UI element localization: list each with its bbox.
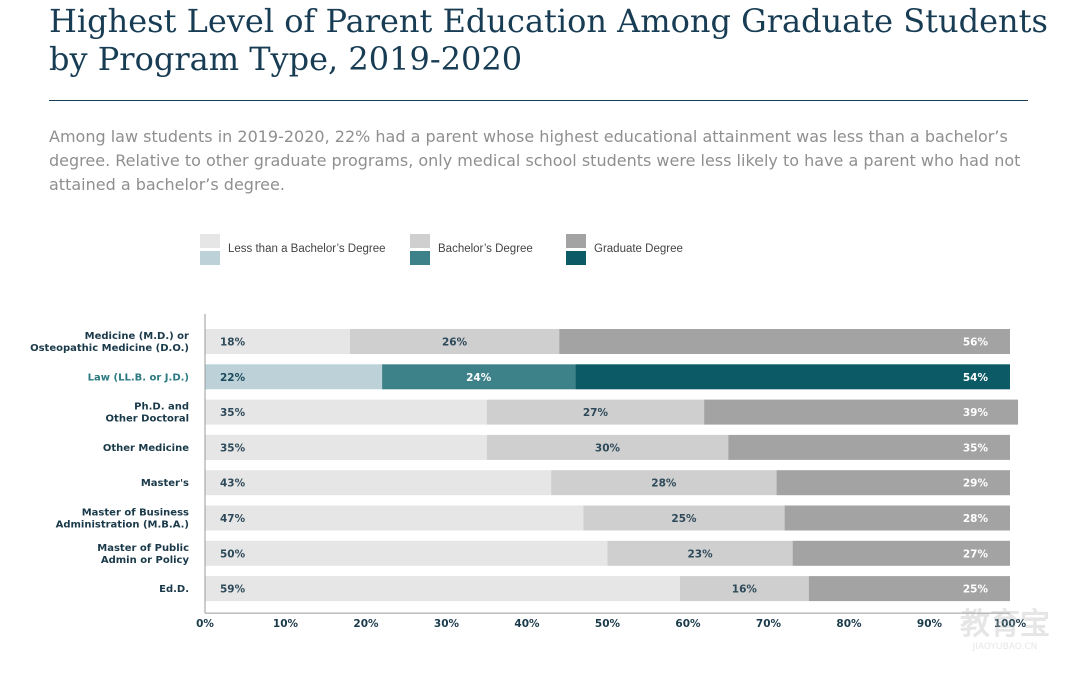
x-tick-label: 100% bbox=[994, 618, 1027, 630]
watermark-text: 教育宝 bbox=[960, 607, 1050, 642]
value-label-less-than-bachelors: 22% bbox=[220, 372, 246, 384]
bar-segment-less-than-bachelors bbox=[205, 434, 487, 460]
value-label-less-than-bachelors: 47% bbox=[220, 513, 246, 525]
category-label: Master of Public Admin or Policy bbox=[97, 543, 189, 566]
watermark-logo: 教育宝 JIAOYUBAO.CN bbox=[960, 607, 1050, 652]
category-label: Master's bbox=[141, 478, 189, 489]
value-label-graduate: 28% bbox=[963, 513, 989, 525]
bar-segment-graduate bbox=[784, 505, 1010, 531]
title-divider bbox=[49, 100, 1028, 101]
category-label: Ph.D. and Other Doctoral bbox=[106, 402, 189, 425]
x-tick-label: 30% bbox=[434, 618, 460, 630]
bar-segment-less-than-bachelors bbox=[205, 329, 350, 354]
value-label-graduate: 39% bbox=[963, 407, 989, 419]
value-label-bachelors: 25% bbox=[671, 513, 697, 525]
x-tick-label: 50% bbox=[595, 618, 621, 630]
bar-segment-less-than-bachelors bbox=[205, 364, 383, 390]
bars-layer bbox=[205, 329, 1019, 602]
bar-segment-less-than-bachelors bbox=[205, 399, 487, 425]
x-tick-label: 60% bbox=[675, 618, 701, 630]
value-label-bachelors: 24% bbox=[466, 372, 492, 384]
chart-title: Highest Level of Parent Education Among … bbox=[49, 2, 1048, 78]
bar-segment-bachelors bbox=[486, 434, 729, 460]
value-label-less-than-bachelors: 50% bbox=[220, 548, 246, 560]
value-label-bachelors: 27% bbox=[583, 407, 609, 419]
x-tick-label: 10% bbox=[273, 618, 299, 630]
bar-segment-bachelors bbox=[486, 399, 705, 425]
legend-label-bachelors: Bachelor’s Degree bbox=[438, 243, 533, 255]
x-tick-label: 90% bbox=[917, 618, 943, 630]
bar-segment-graduate bbox=[704, 399, 1019, 425]
x-tick-label: 40% bbox=[514, 618, 540, 630]
legend-swatch-graduate bbox=[566, 234, 586, 248]
legend-swatch-bachelors-highlight bbox=[410, 251, 430, 265]
value-label-graduate: 25% bbox=[963, 584, 989, 596]
bar-segment-graduate bbox=[776, 470, 1010, 496]
bar-segment-bachelors bbox=[349, 329, 560, 354]
bar-segment-less-than-bachelors bbox=[205, 540, 608, 566]
x-tick-label: 0% bbox=[196, 618, 214, 630]
bar-segment-bachelors bbox=[551, 470, 777, 496]
x-axis: 0% 10% 20% 30% 40% 50% 60% 70% 80% 90% 100% bbox=[196, 314, 1027, 630]
value-label-graduate: 29% bbox=[963, 478, 989, 490]
x-tick-label: 20% bbox=[353, 618, 379, 630]
category-label: Law (LL.B. or J.D.) bbox=[88, 372, 189, 383]
bar-segment-bachelors bbox=[583, 505, 785, 531]
value-label-less-than-bachelors: 59% bbox=[220, 584, 246, 596]
value-label-bachelors: 28% bbox=[651, 478, 677, 490]
value-label-graduate: 54% bbox=[963, 372, 989, 384]
bar-segment-graduate bbox=[559, 329, 1010, 354]
labels-layer: Medicine (M.D.) or Osteopathic Medicine (… bbox=[30, 331, 988, 596]
value-label-graduate: 56% bbox=[963, 337, 989, 349]
category-label: Ed.D. bbox=[159, 584, 189, 595]
bar-segment-graduate bbox=[808, 576, 1010, 602]
bar-segment-bachelors bbox=[607, 540, 793, 566]
x-tick-label: 70% bbox=[756, 618, 782, 630]
legend-swatch-graduate-highlight bbox=[566, 251, 586, 265]
bar-segment-bachelors bbox=[382, 364, 576, 390]
bar-segment-less-than-bachelors bbox=[205, 505, 584, 531]
category-label: Other Medicine bbox=[103, 443, 189, 454]
value-label-bachelors: 16% bbox=[732, 584, 758, 596]
value-label-less-than-bachelors: 35% bbox=[220, 442, 246, 454]
bar-segment-less-than-bachelors bbox=[205, 576, 680, 602]
watermark-url: JIAOYUBAO.CN bbox=[972, 642, 1038, 652]
legend-swatch-bachelors bbox=[410, 234, 430, 248]
value-label-bachelors: 23% bbox=[688, 548, 714, 560]
value-label-graduate: 35% bbox=[963, 442, 989, 454]
bar-segment-less-than-bachelors bbox=[205, 470, 552, 496]
value-label-less-than-bachelors: 43% bbox=[220, 478, 246, 490]
value-label-bachelors: 30% bbox=[595, 442, 621, 454]
legend-swatch-less-than-bachelors bbox=[200, 234, 220, 248]
value-label-graduate: 27% bbox=[963, 548, 989, 560]
bar-segment-graduate bbox=[575, 364, 1010, 390]
bar-segment-graduate bbox=[728, 434, 1010, 460]
legend-swatch-less-than-bachelors-highlight bbox=[200, 251, 220, 265]
legend-label-graduate: Graduate Degree bbox=[594, 243, 683, 255]
category-label: Master of Business Administration (M.B.A.… bbox=[56, 508, 189, 531]
bar-segment-bachelors bbox=[679, 576, 809, 602]
legend-label-less-than-bachelors: Less than a Bachelor’s Degree bbox=[228, 243, 386, 255]
bar-segment-graduate bbox=[792, 540, 1010, 566]
value-label-less-than-bachelors: 18% bbox=[220, 337, 246, 349]
value-label-bachelors: 26% bbox=[442, 337, 468, 349]
chart-subtitle: Among law students in 2019-2020, 22% had… bbox=[49, 127, 1021, 194]
category-label: Medicine (M.D.) or Osteopathic Medicine (… bbox=[30, 331, 189, 354]
value-label-less-than-bachelors: 35% bbox=[220, 407, 246, 419]
x-tick-label: 80% bbox=[836, 618, 862, 630]
